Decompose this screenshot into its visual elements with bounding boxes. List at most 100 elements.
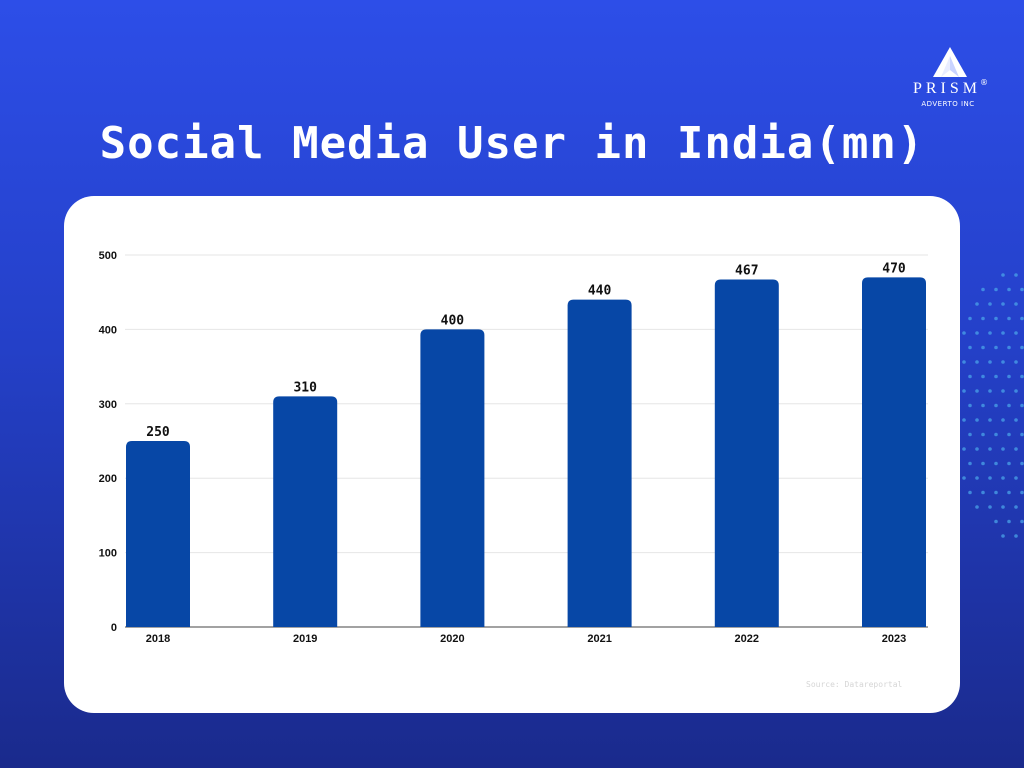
decorative-dot [975, 418, 979, 422]
decorative-dot [962, 389, 966, 393]
bar-value-label: 400 [441, 313, 465, 328]
bar-value-label: 250 [146, 425, 170, 440]
bar [862, 277, 926, 627]
decorative-dot [1014, 534, 1018, 538]
decorative-dot [1007, 316, 1011, 321]
decorative-dot [981, 490, 985, 495]
decorative-dot [1014, 476, 1018, 480]
decorative-dot [962, 447, 966, 451]
decorative-dot [988, 505, 992, 509]
decorative-dot [1001, 418, 1005, 422]
decorative-dot [1001, 476, 1005, 480]
decorative-dot [988, 302, 992, 306]
decorative-dot [1001, 534, 1005, 538]
decorative-dot [981, 287, 985, 292]
decorative-dot [1020, 374, 1024, 379]
decorative-dot [968, 345, 972, 350]
decorative-dot [962, 360, 966, 364]
decorative-dot [975, 389, 979, 393]
x-tick-label: 2023 [882, 633, 906, 645]
source-note: Source: Datareportal [806, 680, 903, 689]
decorative-dot [1020, 461, 1024, 466]
decorative-dot [975, 302, 979, 306]
bar [126, 441, 190, 627]
decorative-dot [981, 374, 985, 379]
decorative-dot [988, 360, 992, 364]
y-tick-label: 100 [99, 548, 117, 560]
y-tick-label: 500 [99, 250, 117, 262]
decorative-dot [1007, 461, 1011, 466]
decorative-dot [988, 389, 992, 393]
decorative-dot [994, 345, 998, 350]
decorative-dot [968, 374, 972, 379]
x-tick-label: 2018 [146, 633, 170, 645]
decorative-dot [994, 490, 998, 495]
bar [714, 279, 779, 627]
decorative-dot [1014, 447, 1018, 451]
decorative-dot [994, 461, 998, 466]
decorative-dot [1007, 490, 1011, 495]
decorative-dot [1014, 360, 1018, 364]
decorative-dot [1001, 505, 1005, 509]
decorative-dot [988, 476, 992, 480]
decorative-dot [975, 331, 979, 335]
decorative-dot [1020, 519, 1024, 524]
decorative-dot [975, 447, 979, 451]
bar-chart: 0 100 200 300 400 500 250 2018 310 2019 400 2020 440… [99, 250, 928, 645]
y-tick-label: 200 [99, 473, 117, 485]
decorative-dot [1007, 287, 1011, 292]
decorative-dot [1001, 273, 1005, 277]
page-title: Social Media User in India(mn) [99, 118, 925, 169]
decorative-dot [1014, 389, 1018, 393]
decorative-dot [1020, 345, 1024, 350]
x-tick-label: 2020 [440, 633, 464, 645]
decorative-dot [1020, 403, 1024, 408]
decorative-dot [994, 432, 998, 437]
x-tick-label: 2022 [735, 633, 759, 645]
decorative-dot [981, 316, 985, 321]
bar-value-label: 467 [735, 264, 758, 279]
y-tick-label: 400 [99, 324, 117, 336]
bar [567, 299, 632, 627]
decorative-dot [1014, 273, 1018, 277]
y-tick-label: 0 [111, 622, 117, 634]
decorative-dot [1007, 374, 1011, 379]
decorative-dot [968, 403, 972, 408]
chart-card: 0 100 200 300 400 500 250 2018 310 2019 400 2020 440… [64, 196, 960, 713]
logo-subtitle: ADVERTO INC [921, 100, 975, 108]
decorative-dot [988, 331, 992, 335]
decorative-dot [975, 360, 979, 364]
decorative-dot [968, 490, 972, 495]
logo-wordmark: PRISM [912, 80, 982, 97]
bar-value-label: 310 [293, 380, 317, 395]
decorative-dot [1007, 403, 1011, 408]
decorative-dot [988, 418, 992, 422]
decorative-dot [994, 287, 998, 292]
decorative-dot [975, 476, 979, 480]
decorative-dot [1020, 432, 1024, 437]
decorative-dot [1014, 302, 1018, 306]
decorative-dot [1001, 360, 1005, 364]
decorative-dot [968, 432, 972, 437]
logo-registered-mark: ® [980, 78, 988, 87]
decorative-dot [994, 374, 998, 379]
decorative-dot [962, 476, 966, 480]
decorative-dot [981, 345, 985, 350]
bar-value-label: 470 [882, 261, 906, 276]
decorative-dot [981, 461, 985, 466]
decorative-dot [1020, 490, 1024, 495]
decorative-dot [1001, 302, 1005, 306]
bar [273, 396, 338, 627]
decorative-dot [1020, 316, 1024, 321]
decorative-dot [1007, 432, 1011, 437]
decorative-dot [962, 331, 966, 335]
bar [420, 329, 485, 627]
x-tick-label: 2021 [587, 633, 611, 645]
decorative-dot [981, 403, 985, 408]
decorative-dot [968, 316, 972, 321]
decorative-dot [981, 432, 985, 437]
decorative-dot [994, 519, 998, 524]
y-tick-label: 300 [99, 399, 117, 411]
decorative-dot [962, 418, 966, 422]
prism-triangle-icon [933, 47, 967, 77]
